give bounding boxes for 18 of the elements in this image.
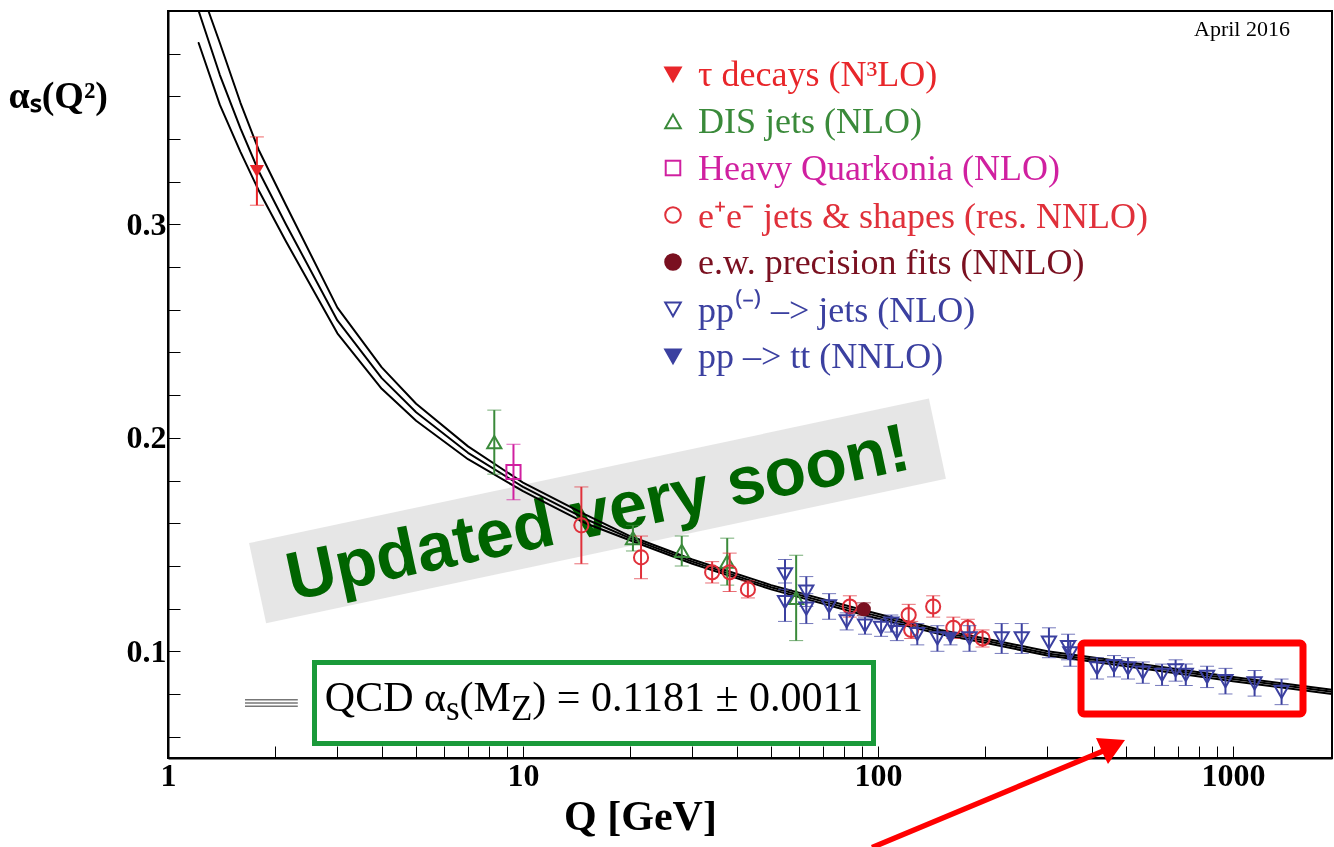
legend-label: DIS jets (NLO) bbox=[698, 99, 922, 142]
x-tick-label: 1000 bbox=[1201, 756, 1266, 793]
legend-label: Heavy Quarkonia (NLO) bbox=[698, 146, 1060, 189]
annotation: April 2016 bbox=[1194, 16, 1290, 42]
legend-label: pp⁽⁻⁾ –> jets (NLO) bbox=[698, 288, 976, 332]
x-tick-label: 1 bbox=[160, 756, 177, 793]
y-tick-label: 0.3 bbox=[126, 205, 167, 242]
legend-label: e.w. precision fits (NNLO) bbox=[698, 240, 1085, 283]
y-tick-label: 0.1 bbox=[126, 632, 167, 669]
x-axis-title: Q [GeV] bbox=[564, 792, 717, 839]
legend-label: τ decays (N³LO) bbox=[698, 52, 938, 95]
y-axis-title: αₛ(Q²) bbox=[8, 73, 108, 117]
x-tick-label: 10 bbox=[507, 756, 540, 793]
series-label: QCD α$_{s}$(M$_{Z}$) = 0.1181 ± 0.0011 bbox=[311, 660, 876, 747]
legend-label: e⁺e⁻ jets & shapes (res. NNLO) bbox=[698, 195, 1148, 238]
x-tick-label: 100 bbox=[854, 756, 903, 793]
y-tick-label: 0.2 bbox=[126, 419, 167, 456]
legend-label: pp –> tt (NNLO) bbox=[698, 334, 944, 377]
